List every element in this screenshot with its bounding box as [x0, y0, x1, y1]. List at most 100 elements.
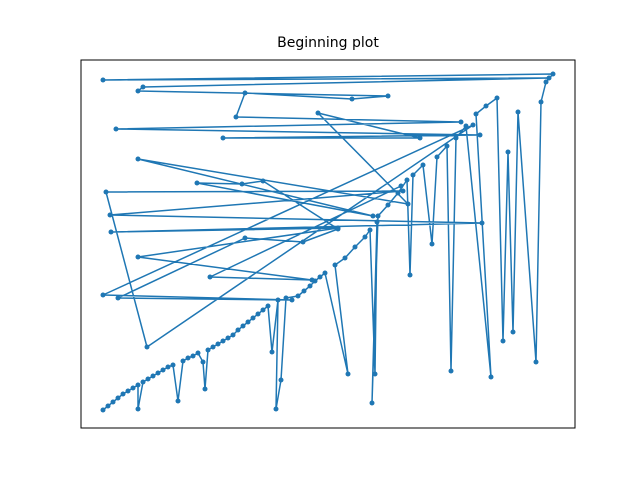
- data-point: [250, 315, 256, 321]
- data-point: [335, 225, 341, 231]
- data-point: [235, 327, 241, 333]
- data-point: [477, 132, 483, 138]
- data-point: [345, 371, 351, 377]
- data-point: [317, 274, 323, 280]
- data-point: [395, 190, 401, 196]
- data-point: [115, 395, 121, 401]
- data-point: [100, 77, 106, 83]
- data-point: [458, 119, 464, 125]
- data-point: [538, 99, 544, 105]
- data-point: [155, 370, 161, 376]
- data-point: [417, 135, 423, 141]
- data-point: [533, 359, 539, 365]
- data-point: [144, 344, 150, 350]
- data-point: [140, 379, 146, 385]
- data-point: [342, 255, 348, 261]
- data-point: [273, 406, 279, 412]
- data-point: [240, 323, 246, 329]
- data-point: [242, 235, 248, 241]
- data-point: [453, 135, 459, 141]
- data-point: [190, 353, 196, 359]
- data-point: [135, 156, 141, 162]
- data-point: [140, 84, 146, 90]
- plot-frame: [80, 59, 576, 429]
- data-point: [444, 143, 450, 149]
- data-point: [278, 377, 284, 383]
- data-point: [175, 398, 181, 404]
- data-point: [103, 189, 109, 195]
- data-point: [260, 178, 266, 184]
- data-point: [301, 288, 307, 294]
- data-point: [289, 297, 295, 303]
- data-point: [362, 234, 368, 240]
- data-point: [194, 180, 200, 186]
- data-point: [434, 154, 440, 160]
- data-point: [125, 388, 131, 394]
- data-point: [370, 213, 376, 219]
- data-point: [242, 90, 248, 96]
- data-point: [283, 295, 289, 301]
- data-point: [113, 126, 119, 132]
- data-point: [200, 359, 206, 365]
- data-point: [145, 376, 151, 382]
- data-point: [215, 341, 221, 347]
- data-point: [374, 219, 380, 225]
- data-point: [107, 212, 113, 218]
- data-point: [135, 254, 141, 260]
- data-point: [300, 239, 306, 245]
- data-point: [515, 109, 521, 115]
- data-point: [220, 338, 226, 344]
- data-point: [115, 295, 121, 301]
- data-point: [202, 386, 208, 392]
- data-point: [207, 274, 213, 280]
- data-point: [165, 364, 171, 370]
- data-point: [494, 95, 500, 101]
- data-point: [404, 177, 410, 183]
- data-point: [130, 385, 136, 391]
- data-point: [195, 350, 201, 356]
- data-point: [110, 399, 116, 405]
- data-point: [160, 367, 166, 373]
- data-point: [275, 297, 281, 303]
- data-point: [385, 202, 391, 208]
- data-point: [385, 93, 391, 99]
- data-point: [510, 329, 516, 335]
- data-point: [546, 75, 552, 81]
- data-point: [375, 213, 381, 219]
- data-point: [265, 303, 271, 309]
- data-point: [400, 188, 406, 194]
- data-point: [260, 307, 266, 313]
- data-point: [269, 349, 275, 355]
- data-point: [500, 338, 506, 344]
- data-point: [505, 149, 511, 155]
- data-point: [185, 355, 191, 361]
- data-point: [170, 362, 176, 368]
- data-point: [322, 270, 328, 276]
- data-point: [120, 391, 126, 397]
- data-point: [352, 244, 358, 250]
- data-point: [470, 122, 476, 128]
- data-point: [100, 407, 106, 413]
- data-point: [315, 110, 321, 116]
- data-point: [429, 241, 435, 247]
- chart-title: Beginning plot: [277, 35, 379, 51]
- data-point: [473, 111, 479, 117]
- data-point: [108, 229, 114, 235]
- data-point: [372, 371, 378, 377]
- data-point: [369, 400, 375, 406]
- data-point: [407, 272, 413, 278]
- data-point: [332, 262, 338, 268]
- data-point: [205, 347, 211, 353]
- data-point: [150, 373, 156, 379]
- data-point: [239, 181, 245, 187]
- data-point: [210, 344, 216, 350]
- data-point: [255, 311, 261, 317]
- data-point: [479, 220, 485, 226]
- data-point: [398, 183, 404, 189]
- data-point: [543, 79, 549, 85]
- data-point: [483, 103, 489, 109]
- data-point: [220, 135, 226, 141]
- data-point: [135, 406, 141, 412]
